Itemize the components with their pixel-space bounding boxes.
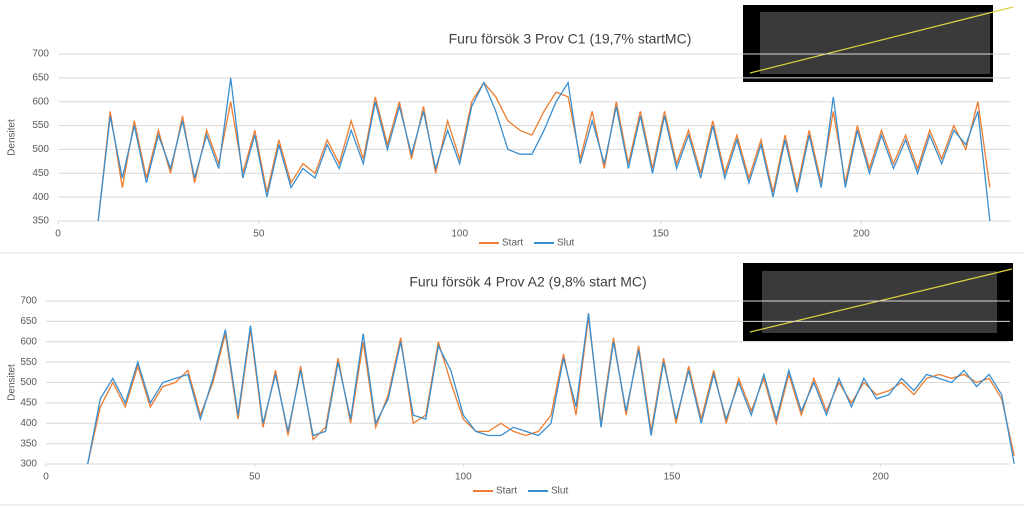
legend-label: Start xyxy=(496,486,517,497)
x-tick-label: 150 xyxy=(664,472,681,483)
data-line xyxy=(97,77,991,222)
y-tick-label: 450 xyxy=(20,398,37,409)
y-tick-label: 700 xyxy=(32,49,49,60)
y-tick-label: 550 xyxy=(20,357,37,368)
y-tick-label: 350 xyxy=(20,438,37,449)
x-tick-label: 0 xyxy=(43,472,49,483)
y-tick-label: 650 xyxy=(20,316,37,327)
y-tick-label: 600 xyxy=(20,336,37,347)
chart-title: Furu försök 3 Prov C1 (19,7% startMC) xyxy=(449,31,692,47)
y-tick-label: 500 xyxy=(32,144,49,155)
x-tick-label: 150 xyxy=(652,229,669,240)
legend-label: Slut xyxy=(557,238,574,249)
x-tick-label: 50 xyxy=(249,472,261,483)
y-tick-label: 350 xyxy=(32,216,49,227)
y-axis-label: Densitet xyxy=(7,119,18,156)
thumbnail xyxy=(743,5,1014,82)
y-tick-label: 400 xyxy=(20,418,37,429)
x-tick-label: 50 xyxy=(253,229,265,240)
legend-label: Start xyxy=(502,238,523,249)
y-tick-label: 600 xyxy=(32,96,49,107)
thumbnail-line xyxy=(749,6,1014,74)
y-tick-label: 550 xyxy=(32,120,49,131)
x-tick-label: 200 xyxy=(872,472,889,483)
thumbnail xyxy=(743,263,1013,341)
y-tick-label: 650 xyxy=(32,72,49,83)
y-tick-label: 500 xyxy=(20,377,37,388)
y-axis-label: Densitet xyxy=(7,364,18,401)
x-tick-label: 100 xyxy=(455,472,472,483)
y-tick-label: 300 xyxy=(20,459,37,470)
legend-label: Slut xyxy=(551,486,568,497)
y-tick-label: 450 xyxy=(32,168,49,179)
data-line xyxy=(87,313,1015,465)
x-tick-label: 200 xyxy=(853,229,870,240)
y-tick-label: 400 xyxy=(32,192,49,203)
x-tick-label: 0 xyxy=(55,229,61,240)
thumbnail-image xyxy=(762,271,997,333)
data-line xyxy=(97,81,991,222)
y-tick-label: 700 xyxy=(20,296,37,307)
x-tick-label: 100 xyxy=(451,229,468,240)
chart-title: Furu försök 4 Prov A2 (9,8% start MC) xyxy=(409,274,646,290)
